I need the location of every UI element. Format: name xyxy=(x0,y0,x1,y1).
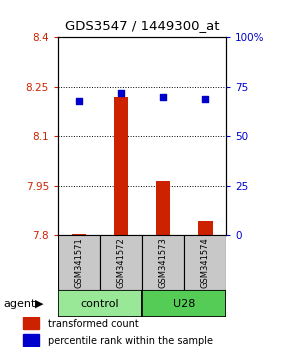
Text: ▶: ▶ xyxy=(35,298,44,309)
Text: GSM341573: GSM341573 xyxy=(159,238,168,288)
Bar xyxy=(114,97,128,235)
Bar xyxy=(23,334,39,346)
Bar xyxy=(142,290,226,317)
Text: GDS3547 / 1449300_at: GDS3547 / 1449300_at xyxy=(65,19,219,33)
Text: GSM341572: GSM341572 xyxy=(117,238,126,288)
Text: transformed count: transformed count xyxy=(48,319,139,329)
Bar xyxy=(58,290,142,317)
Point xyxy=(77,98,81,103)
Text: GSM341571: GSM341571 xyxy=(75,238,84,288)
Bar xyxy=(72,234,86,235)
Text: percentile rank within the sample: percentile rank within the sample xyxy=(48,336,213,346)
Bar xyxy=(58,235,100,290)
Point xyxy=(161,94,165,99)
Bar xyxy=(23,318,39,329)
Point xyxy=(203,96,208,102)
Bar xyxy=(184,235,226,290)
Text: U28: U28 xyxy=(173,298,195,309)
Text: control: control xyxy=(81,298,119,309)
Text: agent: agent xyxy=(3,298,35,309)
Bar xyxy=(100,235,142,290)
Text: GSM341574: GSM341574 xyxy=(201,238,210,288)
Bar xyxy=(156,181,171,235)
Bar xyxy=(198,221,213,235)
Point xyxy=(119,90,124,96)
Bar xyxy=(142,235,184,290)
